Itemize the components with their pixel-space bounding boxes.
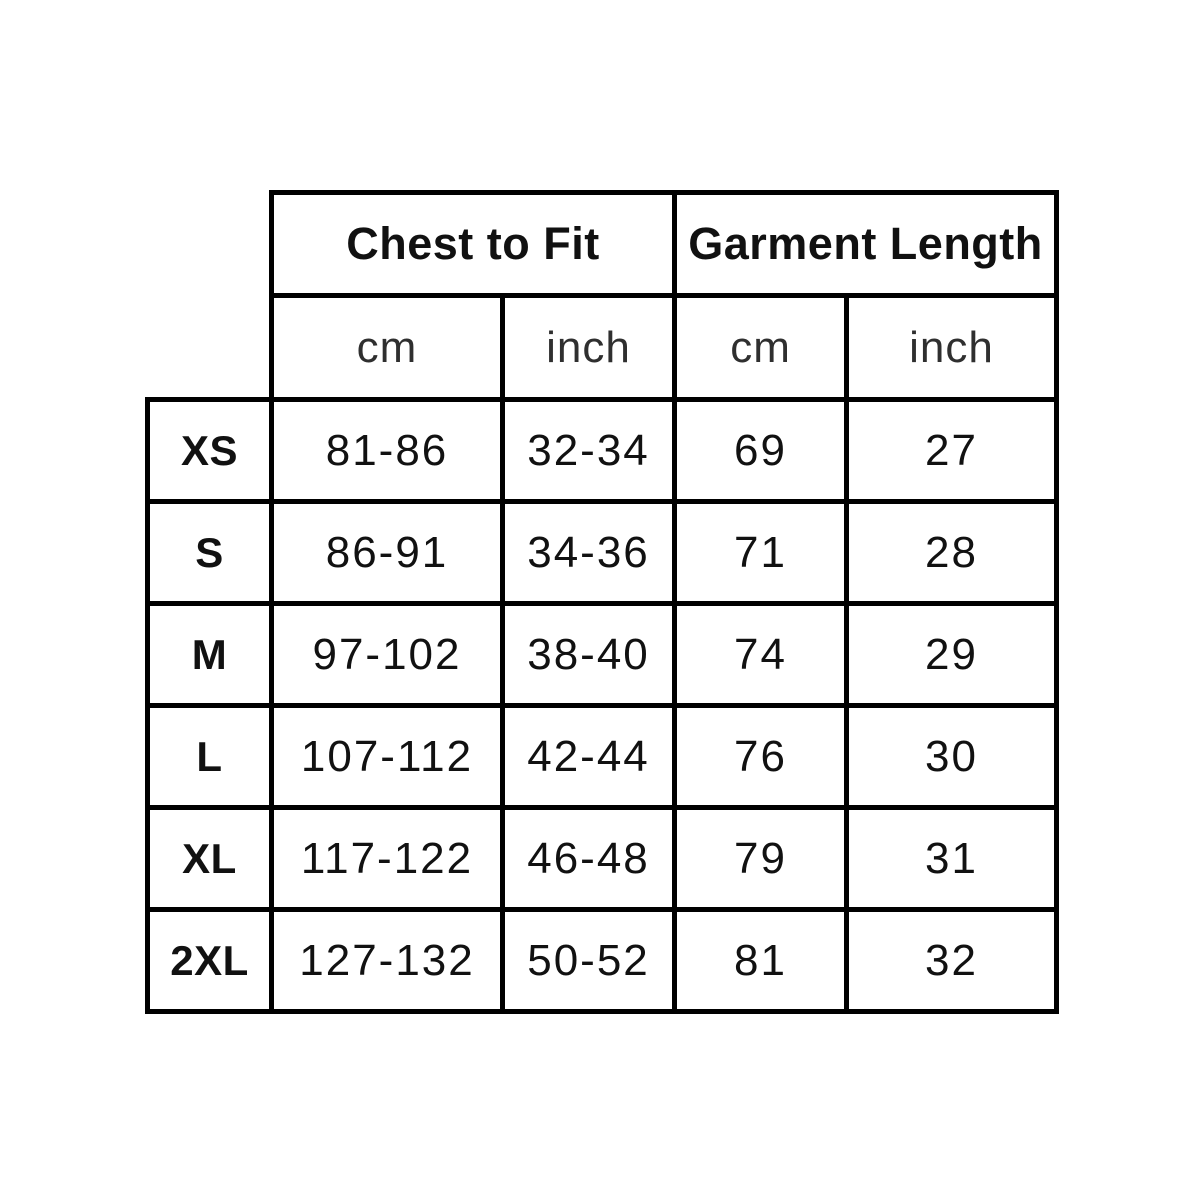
unit-header-chest-cm: cm [269, 293, 505, 402]
unit-header-chest-inch: inch [499, 293, 678, 402]
table-row-s: S 86-91 34-36 71 28 [145, 499, 1060, 606]
length-cm-value: 71 [672, 499, 850, 606]
size-label: 2XL [145, 907, 274, 1014]
length-cm-value: 76 [672, 703, 850, 810]
table-row-l: L 107-112 42-44 76 30 [145, 703, 1060, 810]
chest-cm-value: 97-102 [269, 601, 505, 708]
table-row-2xl: 2XL 127-132 50-52 81 32 [145, 907, 1060, 1014]
table-row-xl: XL 117-122 46-48 79 31 [145, 805, 1060, 912]
length-cm-value: 81 [672, 907, 850, 1014]
chest-cm-value: 86-91 [269, 499, 505, 606]
chest-cm-value: 107-112 [269, 703, 505, 810]
length-cm-value: 74 [672, 601, 850, 708]
chest-inch-value: 50-52 [499, 907, 678, 1014]
column-group-garment-length: Garment Length [672, 190, 1060, 298]
size-label: S [145, 499, 274, 606]
chest-inch-value: 46-48 [499, 805, 678, 912]
chest-inch-value: 32-34 [499, 397, 678, 504]
length-inch-value: 29 [844, 601, 1060, 708]
size-label: M [145, 601, 274, 708]
column-group-chest-to-fit: Chest to Fit [268, 190, 678, 298]
chest-inch-value: 42-44 [499, 703, 678, 810]
column-group-header-row: Chest to Fit Garment Length [148, 190, 1060, 298]
length-cm-value: 79 [672, 805, 850, 912]
size-label: XS [145, 397, 274, 504]
table-row-m: M 97-102 38-40 74 29 [145, 601, 1060, 708]
length-inch-value: 32 [844, 907, 1060, 1014]
corner-spacer-cell [148, 193, 272, 400]
length-inch-value: 28 [844, 499, 1060, 606]
chest-cm-value: 127-132 [269, 907, 505, 1014]
unit-header-length-inch: inch [844, 293, 1060, 402]
length-inch-value: 31 [844, 805, 1060, 912]
unit-header-row: cm inch cm inch [148, 293, 1060, 402]
table-row-xs: XS 81-86 32-34 69 27 [145, 397, 1060, 504]
chest-cm-value: 81-86 [269, 397, 505, 504]
chest-cm-value: 117-122 [269, 805, 505, 912]
size-label: XL [145, 805, 274, 912]
length-inch-value: 30 [844, 703, 1060, 810]
chest-inch-value: 38-40 [499, 601, 678, 708]
chest-inch-value: 34-36 [499, 499, 678, 606]
length-cm-value: 69 [672, 397, 850, 504]
size-label: L [145, 703, 274, 810]
unit-header-length-cm: cm [672, 293, 850, 402]
size-chart-table: Chest to Fit Garment Length cm inch cm i… [145, 190, 1060, 1014]
length-inch-value: 27 [844, 397, 1060, 504]
